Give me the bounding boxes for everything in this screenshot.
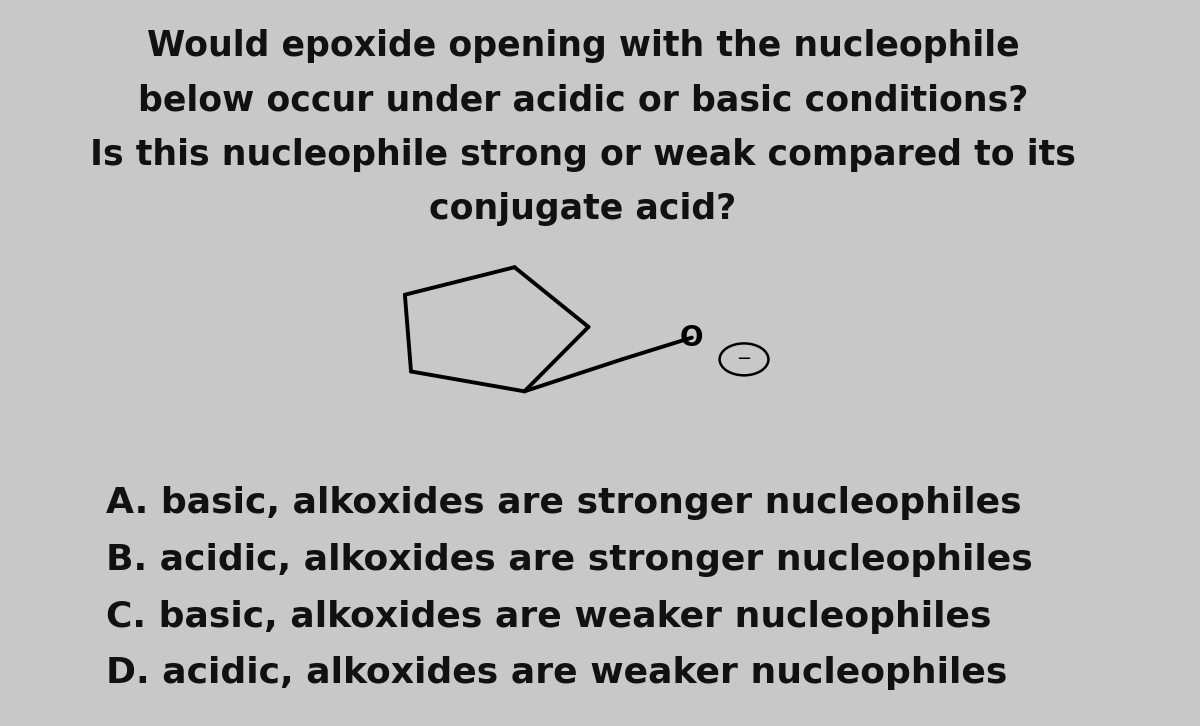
Text: O: O: [680, 324, 703, 351]
Text: −: −: [737, 351, 751, 368]
Text: below occur under acidic or basic conditions?: below occur under acidic or basic condit…: [138, 83, 1028, 118]
Text: A. basic, alkoxides are stronger nucleophiles: A. basic, alkoxides are stronger nucleop…: [106, 486, 1021, 521]
Text: Is this nucleophile strong or weak compared to its: Is this nucleophile strong or weak compa…: [90, 138, 1076, 172]
Text: D. acidic, alkoxides are weaker nucleophiles: D. acidic, alkoxides are weaker nucleoph…: [106, 656, 1007, 690]
Text: Would epoxide opening with the nucleophile: Would epoxide opening with the nucleophi…: [146, 29, 1019, 63]
Text: C. basic, alkoxides are weaker nucleophiles: C. basic, alkoxides are weaker nucleophi…: [106, 600, 991, 634]
Text: conjugate acid?: conjugate acid?: [430, 192, 737, 227]
Text: B. acidic, alkoxides are stronger nucleophiles: B. acidic, alkoxides are stronger nucleo…: [106, 543, 1032, 577]
